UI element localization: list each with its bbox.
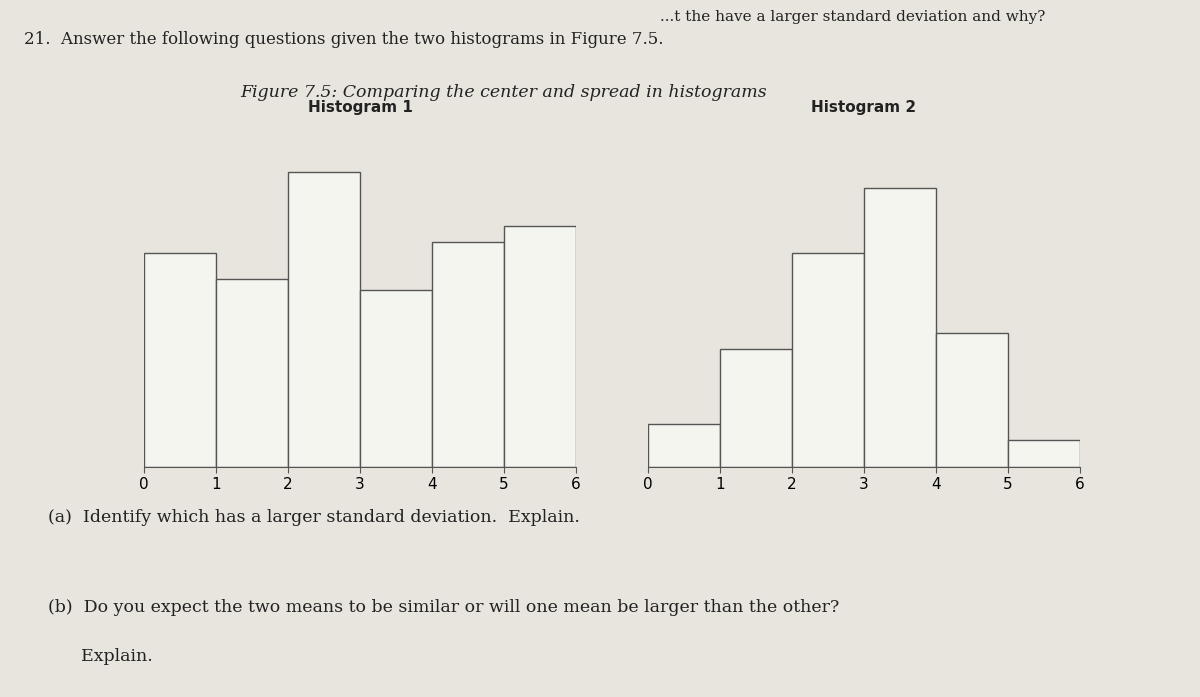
Text: Explain.: Explain. (48, 648, 152, 665)
Bar (1008, 441, 1080, 467)
Bar (432, 242, 504, 467)
Bar (792, 252, 864, 467)
Bar (144, 252, 216, 467)
Title: Histogram 1: Histogram 1 (307, 100, 413, 114)
Text: 21.  Answer the following questions given the two histograms in Figure 7.5.: 21. Answer the following questions given… (24, 31, 664, 48)
Bar (360, 290, 432, 467)
Text: (b)  Do you expect the two means to be similar or will one mean be larger than t: (b) Do you expect the two means to be si… (48, 599, 839, 616)
Text: ...t the have a larger standard deviation and why?: ...t the have a larger standard deviatio… (660, 10, 1045, 24)
Bar (216, 279, 288, 467)
Bar (504, 226, 576, 467)
Bar (288, 172, 360, 467)
Bar (720, 349, 792, 467)
Bar (648, 424, 720, 467)
Bar (864, 188, 936, 467)
Title: Histogram 2: Histogram 2 (811, 100, 917, 114)
Text: (a)  Identify which has a larger standard deviation.  Explain.: (a) Identify which has a larger standard… (48, 509, 580, 526)
Bar (936, 333, 1008, 467)
Text: Figure 7.5: Comparing the center and spread in histograms: Figure 7.5: Comparing the center and spr… (241, 84, 767, 100)
